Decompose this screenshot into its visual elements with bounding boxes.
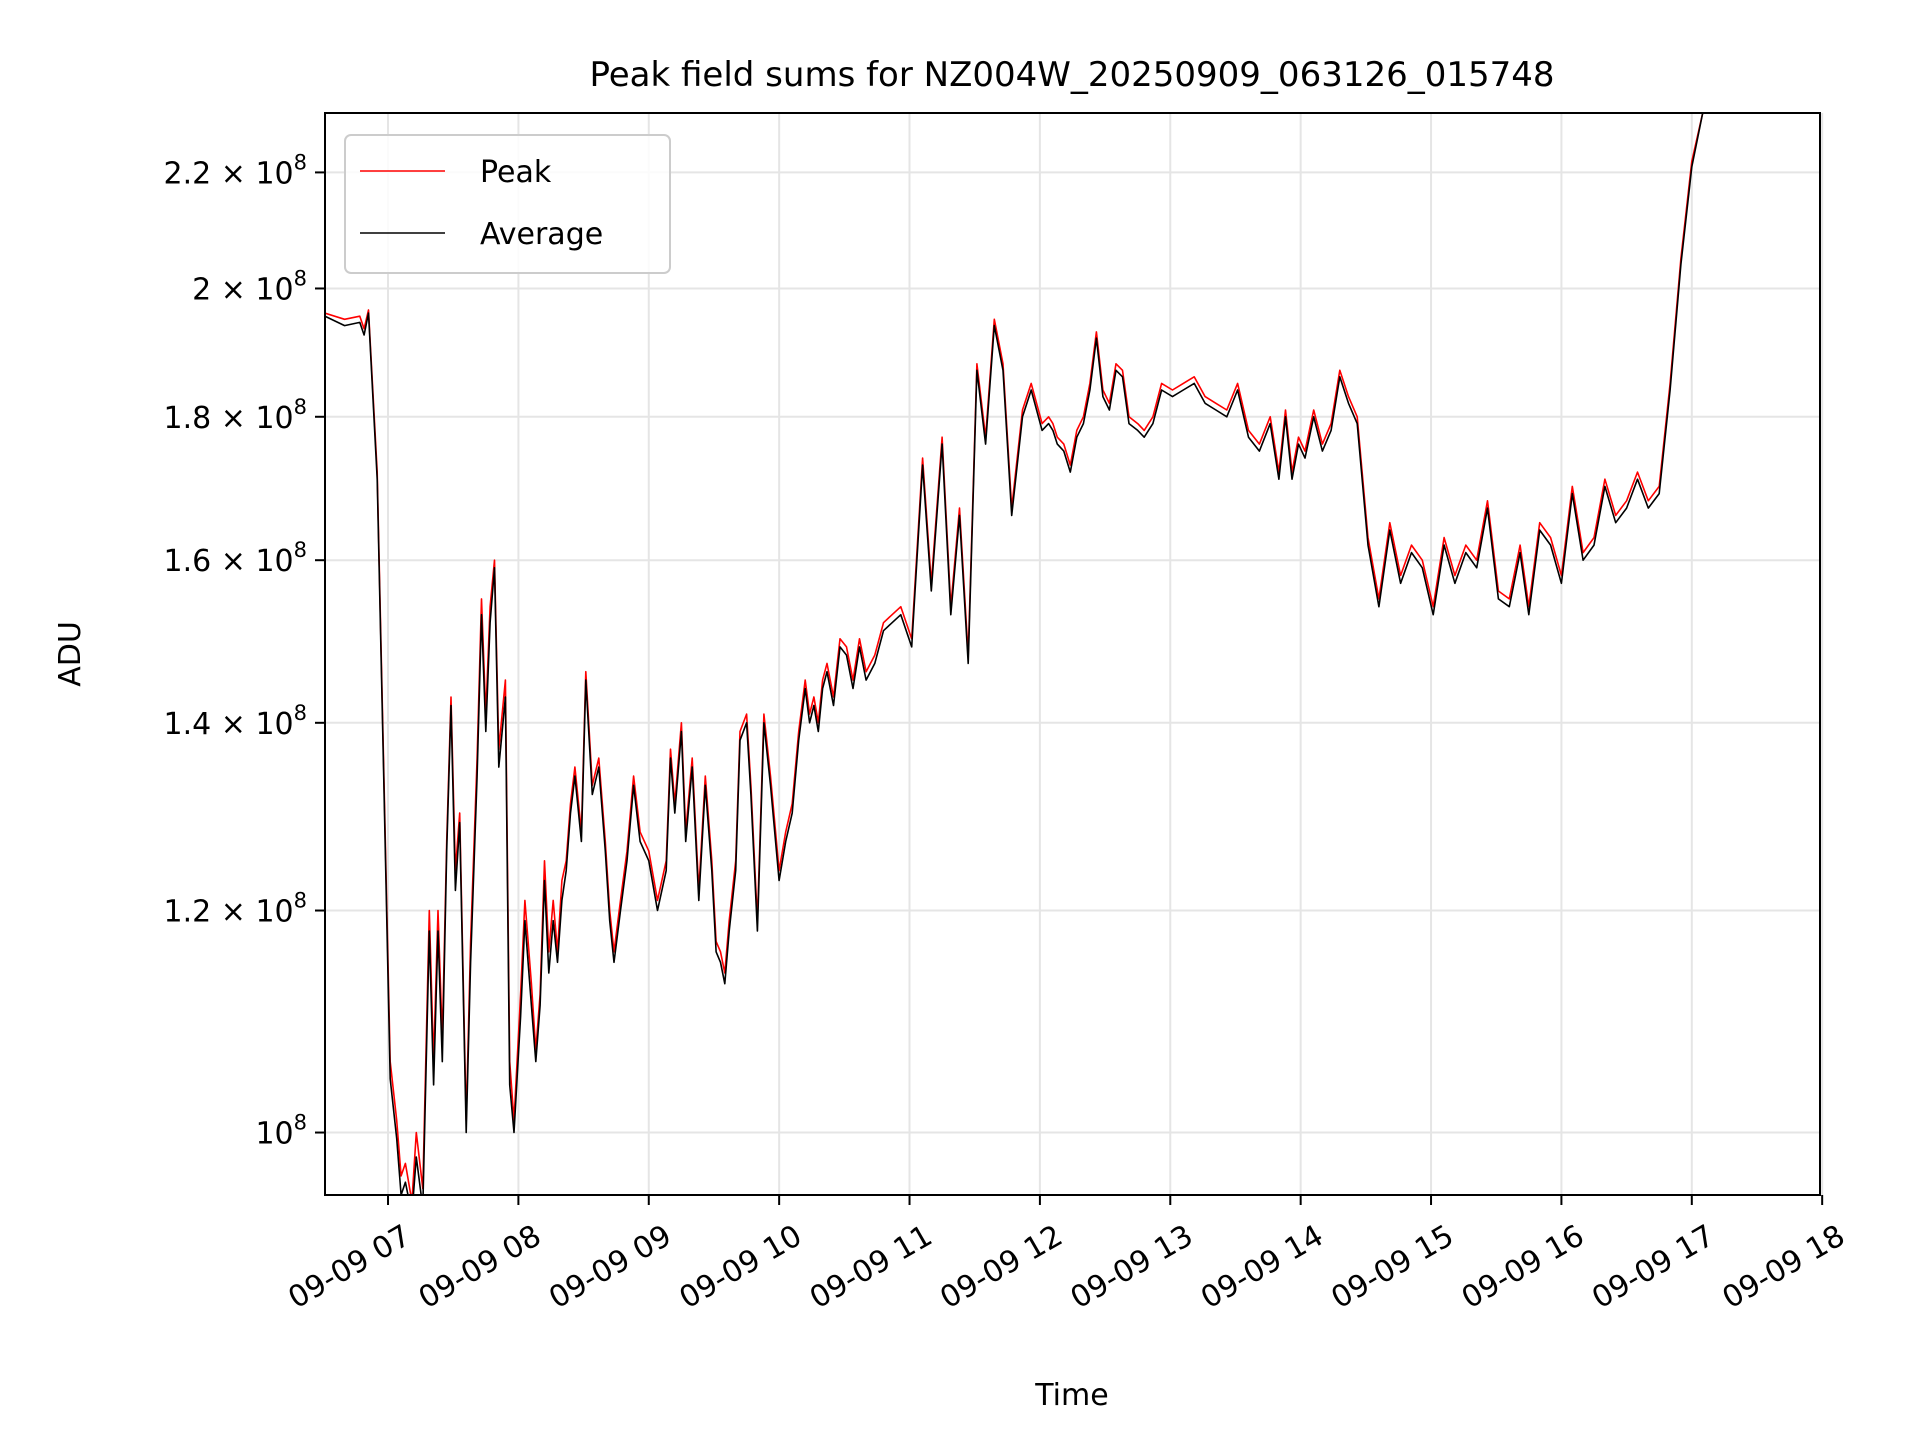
series-lines	[325, 113, 1704, 1195]
y-tick-label: 1.6 × 108	[164, 538, 307, 579]
y-tick-label: 1.4 × 108	[164, 701, 307, 742]
x-axis-label: Time	[1034, 1378, 1108, 1413]
y-tick-label: 108	[255, 1111, 307, 1152]
chart-title: Peak field sums for NZ004W_20250909_0631…	[589, 55, 1554, 95]
legend: Peak Average	[344, 134, 671, 274]
legend-label-peak: Peak	[480, 155, 552, 190]
series-line-average	[325, 113, 1704, 1195]
y-axis: 108 1.2 × 108 1.4 × 108 1.6 × 108 1.8 × 108 2…	[164, 150, 325, 1152]
y-axis-label: ADU	[53, 621, 88, 687]
y-tick-label: 1.2 × 108	[164, 889, 307, 930]
grid-lines	[325, 113, 1824, 1195]
y-tick-label: 2 × 108	[192, 266, 307, 307]
plot-frame	[324, 112, 1821, 1196]
y-tick-label: 2.2 × 108	[164, 150, 307, 191]
y-tick-label: 1.8 × 108	[164, 395, 307, 436]
legend-box	[344, 134, 671, 274]
legend-label-average: Average	[480, 217, 603, 252]
